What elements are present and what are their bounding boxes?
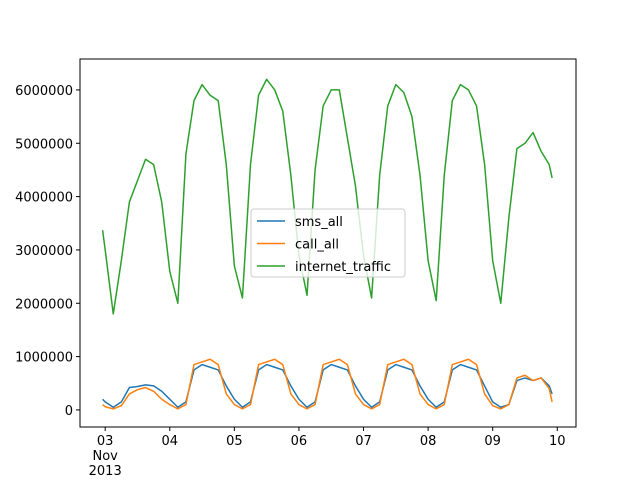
legend-label: call_all [295, 238, 339, 253]
plot-frame [79, 58, 577, 428]
x-tick-label: 04 [161, 434, 178, 449]
legend-label: internet_traffic [295, 260, 391, 275]
x-tick-label: 09 [484, 434, 501, 449]
x-tick-label: 10 [549, 434, 566, 449]
y-tick-label: 1000000 [15, 351, 73, 366]
x-tick-label: 08 [420, 434, 437, 449]
x-tick-label: 07 [355, 434, 372, 449]
legend-label: sms_all [295, 215, 343, 230]
x-tick-label: 05 [226, 434, 243, 449]
y-tick-label: 6000000 [15, 84, 73, 99]
y-tick-label: 5000000 [15, 137, 73, 152]
y-tick-label: 3000000 [15, 244, 73, 259]
y-tick-label: 0 [65, 404, 73, 419]
line-series [101, 78, 553, 315]
legend-box [250, 208, 406, 278]
line-series [102, 358, 553, 410]
x-tick-label: 06 [291, 434, 308, 449]
y-tick-label: 2000000 [15, 297, 73, 312]
x-tick-label: 03 Nov 2013 [89, 434, 122, 479]
y-tick-label: 4000000 [15, 191, 73, 206]
